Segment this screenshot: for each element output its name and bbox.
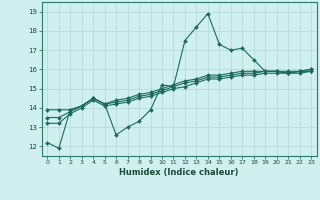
X-axis label: Humidex (Indice chaleur): Humidex (Indice chaleur): [119, 168, 239, 177]
